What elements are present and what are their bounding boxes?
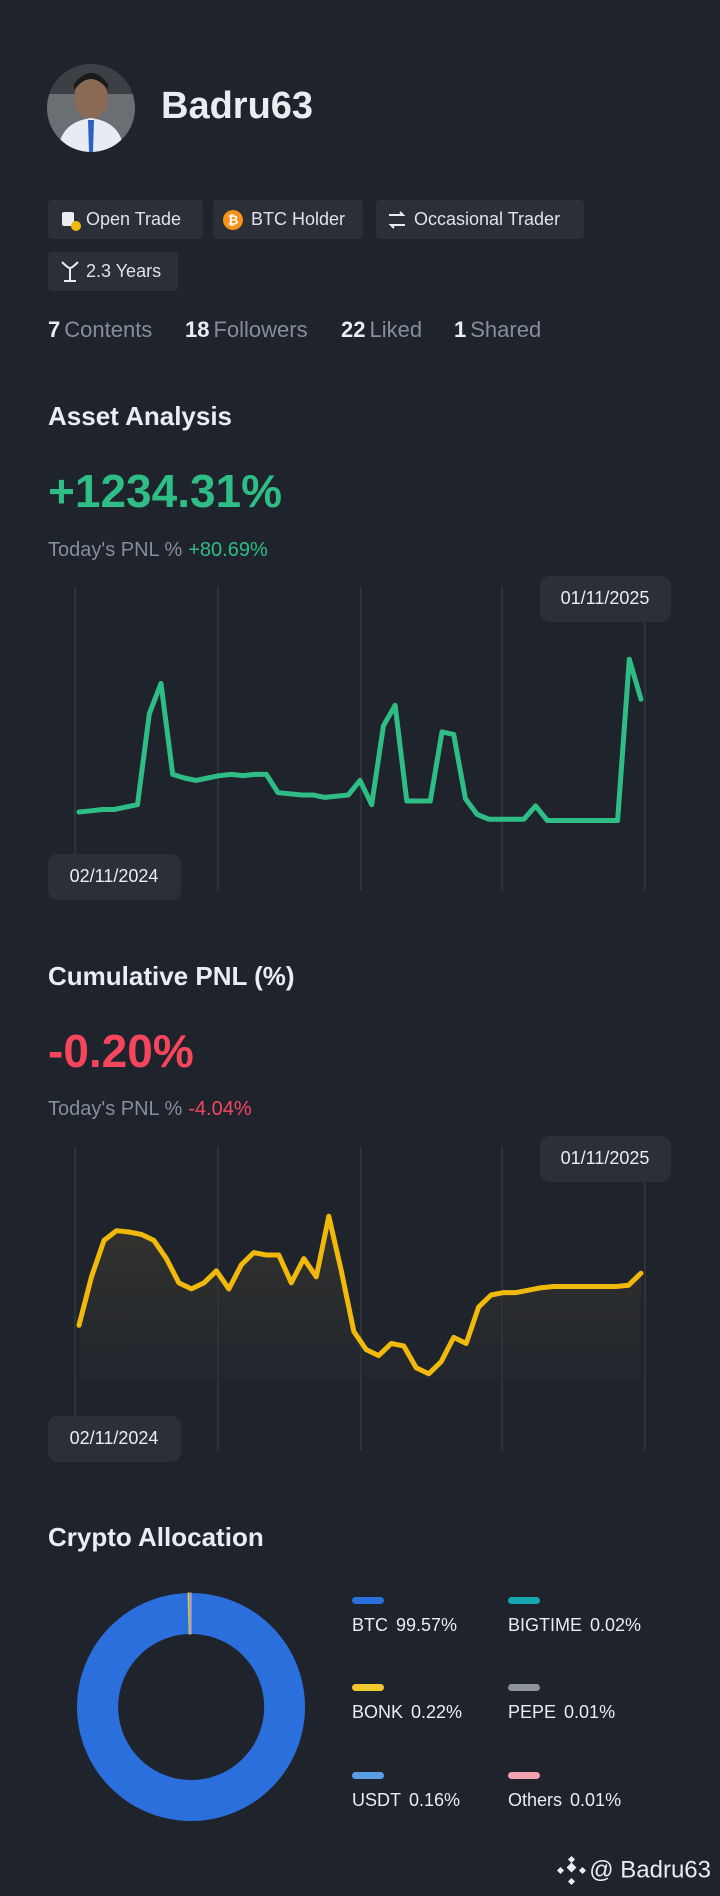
date-tag-label: 01/11/2025	[561, 1148, 650, 1168]
today-pnl: Today's PNL % -4.04%	[48, 1098, 252, 1120]
today-pnl-label: Today's PNL %	[48, 1098, 182, 1120]
legend-swatch	[352, 1597, 384, 1604]
stat-value: 7	[48, 317, 60, 342]
date-tag	[540, 576, 671, 622]
date-tag	[48, 1416, 181, 1462]
today-pnl-label: Today's PNL %	[48, 539, 182, 561]
avatar[interactable]	[47, 64, 135, 152]
legend-swatch	[352, 1684, 384, 1691]
tag-label: BTC Holder	[251, 209, 345, 229]
legend-name: PEPE	[508, 1702, 556, 1722]
user-name: Badru63	[161, 85, 313, 127]
tag-icon	[62, 212, 74, 226]
tag-icon: ₿	[228, 212, 239, 227]
tag-icon	[71, 221, 81, 231]
stat-label: Liked	[369, 317, 422, 342]
legend-value: 99.57%	[396, 1615, 457, 1635]
tag-icon	[388, 211, 406, 229]
section-title: Cumulative PNL (%)	[48, 961, 295, 991]
headline-value: +1234.31%	[48, 465, 282, 517]
stat-value: 22	[341, 317, 365, 342]
legend-value: 0.01%	[570, 1790, 621, 1810]
legend-name: Others	[508, 1790, 562, 1810]
stat: 22 Liked	[341, 317, 422, 342]
stat-value: 1	[454, 317, 466, 342]
section-title: Asset Analysis	[48, 401, 232, 431]
legend-value: 0.22%	[411, 1702, 462, 1722]
tag[interactable]	[48, 252, 178, 291]
tag[interactable]	[48, 200, 203, 239]
legend-entry: BTC 99.57%	[352, 1615, 457, 1635]
legend-value: 0.01%	[564, 1702, 615, 1722]
date-tag	[48, 854, 181, 900]
legend-entry: BONK 0.22%	[352, 1702, 462, 1722]
tag[interactable]	[213, 200, 363, 239]
area-fill	[79, 1216, 641, 1380]
data-line	[76, 656, 644, 823]
legend-entry: Others 0.01%	[508, 1790, 621, 1810]
tag-label: 2.3 Years	[86, 261, 161, 281]
legend-swatch	[508, 1772, 540, 1779]
donut-segment	[77, 1593, 306, 1821]
tag-icon	[223, 210, 243, 230]
today-pnl-value: +80.69%	[188, 539, 268, 561]
stat: 7 Contents	[48, 317, 152, 342]
legend-entry: PEPE 0.01%	[508, 1702, 615, 1722]
legend-entry: USDT 0.16%	[352, 1790, 460, 1810]
stat-label: Followers	[213, 317, 307, 342]
stat-value: 18	[185, 317, 209, 342]
tag-label: Occasional Trader	[414, 209, 560, 229]
data-line	[76, 1213, 644, 1377]
tag-icon	[61, 261, 79, 282]
tag-label: Open Trade	[86, 209, 181, 229]
stat: 18 Followers	[185, 317, 308, 342]
headline-value: -0.20%	[48, 1025, 194, 1077]
date-tag-label: 02/11/2024	[70, 1428, 159, 1448]
stat-label: Shared	[470, 317, 541, 342]
legend-name: USDT	[352, 1790, 401, 1810]
section-title: Crypto Allocation	[48, 1522, 264, 1552]
stat-label: Contents	[64, 317, 152, 342]
watermark: @ Badru63	[589, 1856, 711, 1883]
legend-swatch	[508, 1684, 540, 1691]
date-tag	[540, 1136, 671, 1182]
date-tag-label: 01/11/2025	[561, 588, 650, 608]
legend-name: BTC	[352, 1615, 388, 1635]
legend-name: BIGTIME	[508, 1615, 582, 1635]
today-pnl-value: -4.04%	[188, 1098, 252, 1120]
legend-value: 0.16%	[409, 1790, 460, 1810]
legend-swatch	[352, 1772, 384, 1779]
date-tag-label: 02/11/2024	[70, 866, 159, 886]
today-pnl: Today's PNL % +80.69%	[48, 539, 268, 561]
stat: 1 Shared	[454, 317, 541, 342]
legend-entry: BIGTIME 0.02%	[508, 1615, 641, 1635]
legend-swatch	[508, 1597, 540, 1604]
legend-value: 0.02%	[590, 1615, 641, 1635]
legend-name: BONK	[352, 1702, 403, 1722]
tag[interactable]	[376, 200, 584, 239]
